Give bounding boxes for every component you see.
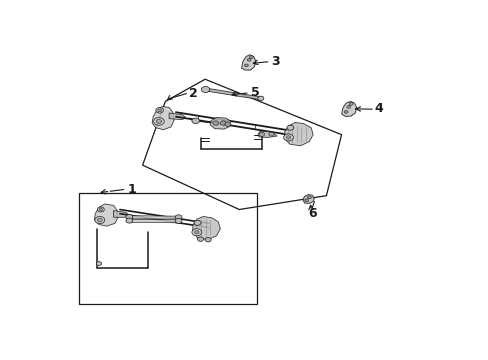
Polygon shape [113, 211, 128, 217]
Circle shape [194, 231, 199, 234]
Circle shape [249, 56, 253, 58]
Circle shape [126, 218, 132, 223]
Circle shape [247, 58, 250, 61]
Circle shape [224, 122, 230, 126]
Circle shape [97, 207, 104, 212]
Text: 3: 3 [271, 55, 280, 68]
Circle shape [97, 218, 102, 222]
Circle shape [175, 219, 182, 223]
Circle shape [348, 103, 352, 105]
Circle shape [268, 132, 274, 136]
Text: 6: 6 [308, 207, 317, 220]
Polygon shape [210, 117, 230, 129]
Circle shape [95, 216, 104, 224]
Polygon shape [302, 194, 314, 203]
Circle shape [286, 125, 293, 130]
Polygon shape [169, 113, 185, 120]
Circle shape [191, 229, 202, 236]
Bar [79, 193, 256, 304]
Circle shape [201, 86, 209, 93]
Polygon shape [258, 131, 277, 138]
Circle shape [153, 117, 164, 125]
Polygon shape [241, 55, 255, 70]
Text: 4: 4 [374, 102, 383, 116]
Circle shape [191, 118, 199, 123]
Circle shape [244, 64, 248, 67]
Circle shape [156, 108, 163, 113]
Circle shape [259, 132, 264, 136]
Polygon shape [152, 107, 174, 130]
Circle shape [126, 215, 132, 220]
Circle shape [283, 134, 293, 141]
Polygon shape [127, 216, 180, 219]
Circle shape [220, 121, 226, 125]
Polygon shape [284, 122, 312, 146]
Text: 5: 5 [250, 86, 259, 99]
Circle shape [99, 208, 102, 211]
Polygon shape [205, 88, 261, 100]
Polygon shape [127, 219, 180, 223]
Circle shape [96, 262, 102, 266]
Circle shape [158, 109, 161, 112]
Polygon shape [94, 204, 118, 226]
Circle shape [307, 196, 311, 199]
Circle shape [197, 237, 203, 242]
Circle shape [212, 121, 218, 125]
Circle shape [156, 120, 161, 123]
Circle shape [304, 199, 308, 202]
Circle shape [194, 220, 201, 225]
Circle shape [205, 238, 211, 242]
Circle shape [285, 136, 290, 139]
Polygon shape [341, 102, 356, 116]
Polygon shape [192, 216, 220, 239]
Text: 2: 2 [188, 87, 197, 100]
Circle shape [346, 105, 350, 108]
Text: 1: 1 [127, 183, 136, 195]
Circle shape [175, 215, 182, 220]
Circle shape [257, 96, 264, 100]
Circle shape [344, 111, 347, 113]
